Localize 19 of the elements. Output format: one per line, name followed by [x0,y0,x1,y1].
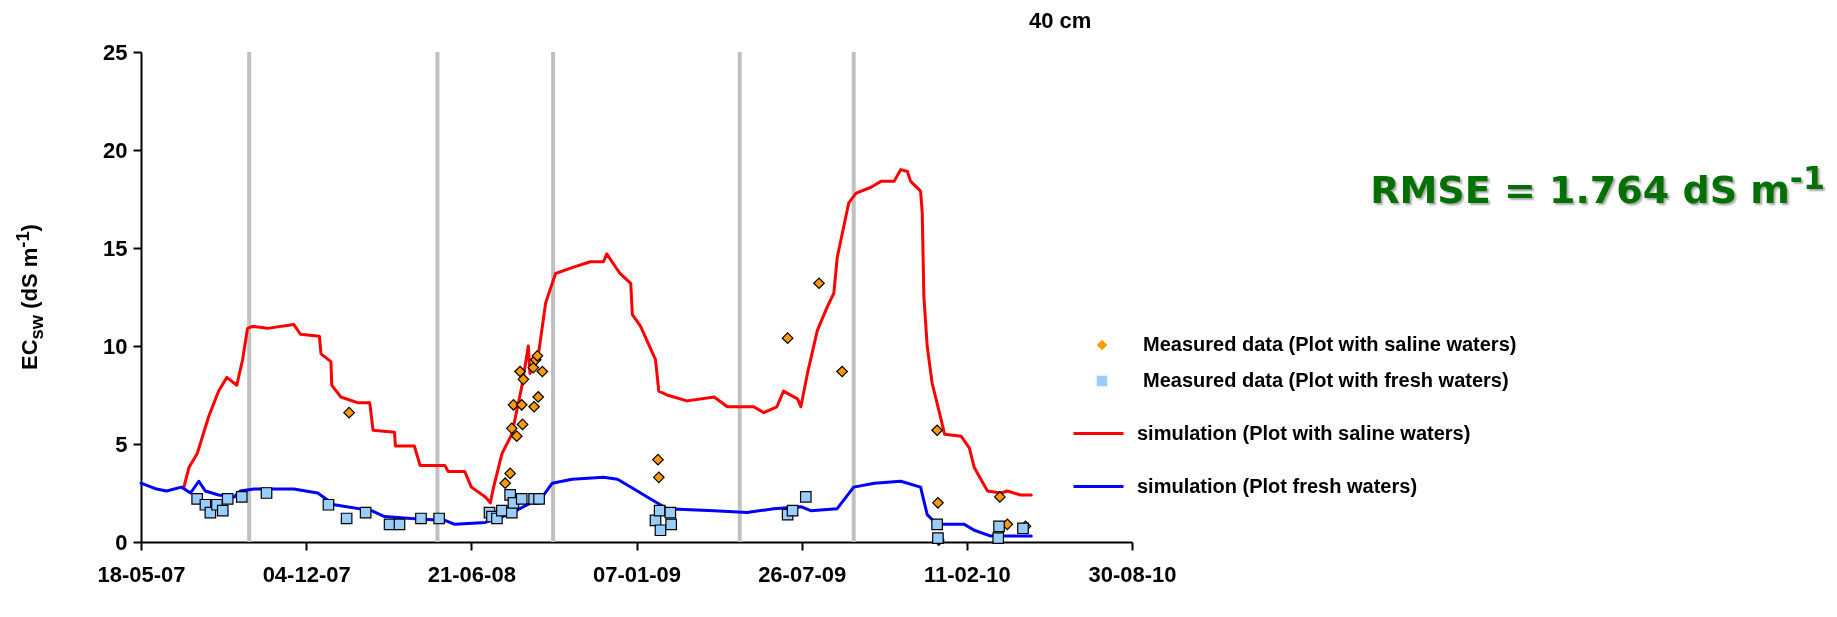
legend-label: simulation (Plot with saline waters) [1137,421,1471,444]
x-tick-label: 04-12-07 [262,561,351,587]
y-tick-label: 20 [103,137,128,163]
x-tick-label: 07-01-09 [592,561,682,587]
y-tick-label: 0 [115,529,128,555]
text: RMSE = 1.764 dS m$^{-1}$ [1370,160,1825,212]
x-tick-label: 18-05-07 [97,561,186,587]
x-tick-label: 30-08-10 [1088,561,1177,587]
x-tick-label: 26-07-09 [758,561,847,587]
legend-label: Measured data (Plot with saline waters) [1143,333,1517,355]
y-tick-label: 10 [103,333,128,359]
y-tick-label: 25 [103,39,128,65]
x-tick-label: 21-06-08 [427,561,516,587]
legend-label: simulation (Plot fresh waters) [1137,474,1418,497]
x-tick-label: 11-02-10 [923,561,1011,587]
y-tick-label: 15 [103,235,128,261]
y-tick-label: 5 [115,431,128,457]
legend-label: Measured data (Plot with fresh waters) [1143,369,1509,391]
chart-title: 40 cm [1029,8,1092,33]
